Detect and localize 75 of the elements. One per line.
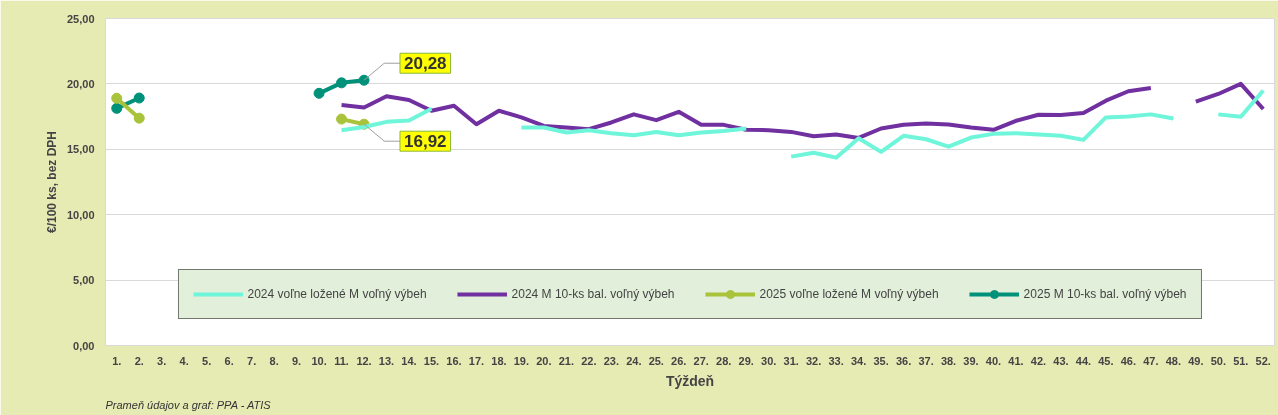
y-tick-label: 10,00 [66,208,95,221]
x-tick-label: 44. [1075,354,1092,367]
point [358,74,370,86]
x-tick-label: 28. [716,354,732,367]
x-tick-label: 30. [761,354,777,367]
x-tick-label: 45. [1098,354,1114,367]
x-tick-label: 3. [157,354,167,367]
x-tick-label: 34. [850,354,867,367]
x-axis-title: Týždeň [665,372,715,389]
x-tick-label: 4. [179,354,189,367]
x-tick-label: 24. [626,354,642,367]
x-tick-label: 18. [491,354,507,367]
x-tick-label: 31. [783,354,799,367]
point [336,113,348,125]
x-tick-label: 19. [513,354,530,367]
x-tick-label: 2. [134,354,144,367]
x-tick-label: 40. [985,354,1002,367]
x-tick-label: 16. [446,354,462,367]
legend-label: 2025 M 10-ks bal. voľný výbeh [1023,287,1187,301]
x-tick-label: 11. [334,354,349,367]
x-tick-label: 8. [269,354,279,367]
x-tick-label: 32. [806,354,822,367]
point [133,92,145,104]
x-tick-label: 7. [247,354,257,367]
x-tick-label: 38. [940,354,957,367]
point [111,102,123,114]
x-tick-label: 23. [603,354,619,367]
x-tick-label: 42. [1030,354,1047,367]
x-tick-label: 47. [1143,354,1159,367]
x-tick-label: 21. [558,354,575,367]
x-tick-label: 5. [202,354,212,367]
point [336,77,348,89]
x-tick-label: 14. [401,354,417,367]
point [133,112,145,124]
x-tick-label: 15. [423,354,440,367]
x-tick-label: 10. [311,354,327,367]
x-tick-label: 43. [1053,354,1069,367]
x-tick-label: 35. [873,354,889,367]
x-tick-label: 9. [292,354,302,367]
x-tick-label: 37. [918,354,934,367]
x-tick-label: 29. [738,354,754,367]
point [111,92,123,104]
x-tick-label: 13. [378,354,395,367]
legend-label: 2024 voľne ložené M voľný výbeh [247,287,427,301]
x-tick-label: 33. [828,354,844,367]
x-tick-label: 52. [1255,354,1271,367]
x-tick-label: 1. [112,354,122,367]
x-tick-label: 46. [1120,354,1137,367]
x-tick-label: 17. [468,354,485,367]
x-tick-label: 12. [356,354,372,367]
data-label: 20,28 [404,54,447,74]
x-tick-label: 20. [536,354,552,367]
x-tick-label: 25. [648,354,664,367]
x-tick-label: 49. [1188,354,1204,367]
x-tick-label: 36. [895,354,912,367]
legend-label: 2025 voľne ložené M voľný výbeh [759,287,939,301]
x-tick-label: 27. [693,354,709,367]
x-tick-label: 39. [963,354,979,367]
y-tick-label: 15,00 [66,143,95,156]
point [313,87,325,99]
x-tick-label: 48. [1165,354,1181,367]
legend-label: 2024 M 10-ks bal. voľný výbeh [511,287,675,301]
text: Prameň údajov a graf: PPA - ATIS [105,398,272,411]
x-tick-label: 50. [1210,354,1226,367]
y-tick-label: 20,00 [66,77,95,90]
x-tick-label: 6. [224,354,234,367]
x-tick-label: 41. [1008,354,1024,367]
x-tick-label: 26. [671,354,687,367]
y-axis-title: €/100 ks, bez DPH [44,130,59,234]
x-tick-label: 22. [581,354,597,367]
data-label: 16,92 [404,132,447,152]
y-tick-label: 0,00 [73,339,95,352]
x-tick-label: 51. [1233,354,1249,367]
y-tick-label: 25,00 [66,12,95,25]
y-tick-label: 5,00 [73,274,95,287]
